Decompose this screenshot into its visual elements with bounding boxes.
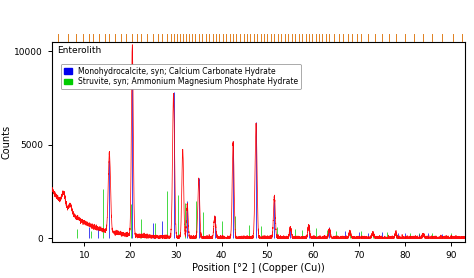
X-axis label: Position [°2 ] (Copper (Cu)): Position [°2 ] (Copper (Cu)) [192,263,325,273]
Legend: Monohydrocalcite, syn; Calcium Carbonate Hydrate, Struvite, syn; Ammonium Magnes: Monohydrocalcite, syn; Calcium Carbonate… [61,64,301,89]
Y-axis label: Counts: Counts [1,125,11,159]
Text: Enterolith: Enterolith [57,46,101,55]
